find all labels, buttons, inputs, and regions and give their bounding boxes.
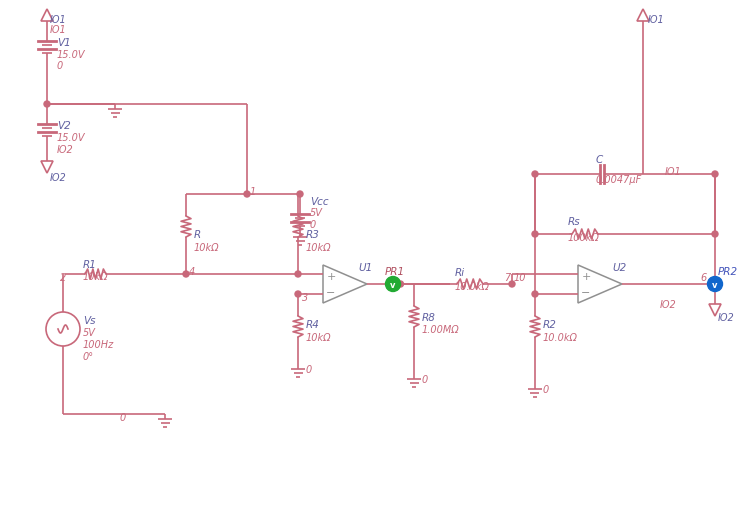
Text: 5V: 5V [310, 208, 323, 217]
Text: 0°: 0° [83, 351, 94, 361]
Text: U2: U2 [612, 263, 626, 272]
Text: R1: R1 [83, 260, 97, 269]
Text: 0.0047μF: 0.0047μF [596, 175, 643, 185]
Circle shape [712, 232, 718, 238]
Text: 10: 10 [514, 272, 526, 282]
Circle shape [398, 281, 404, 288]
Text: IO2: IO2 [50, 173, 67, 183]
Text: 5V: 5V [83, 327, 96, 337]
Text: +: + [327, 272, 336, 282]
Text: IO2: IO2 [718, 313, 735, 322]
Text: R4: R4 [306, 319, 320, 329]
Text: 3: 3 [302, 293, 308, 302]
Text: Vcc: Vcc [310, 196, 329, 207]
Text: IO1: IO1 [50, 15, 67, 25]
Text: Rs: Rs [568, 216, 581, 227]
Circle shape [390, 281, 396, 288]
Text: 6: 6 [700, 272, 706, 282]
Text: 10kΩ: 10kΩ [83, 271, 109, 281]
Circle shape [295, 271, 301, 277]
Circle shape [532, 172, 538, 178]
Text: IO1: IO1 [50, 25, 67, 35]
Text: 100kΩ: 100kΩ [568, 233, 600, 242]
Text: 2: 2 [60, 272, 67, 282]
Circle shape [509, 281, 515, 288]
Circle shape [244, 191, 250, 197]
Text: 0: 0 [543, 384, 550, 394]
Text: Ri: Ri [455, 267, 465, 277]
Text: U1: U1 [358, 263, 372, 272]
Circle shape [295, 292, 301, 297]
Text: −: − [581, 287, 590, 297]
Text: PR1: PR1 [385, 267, 405, 276]
Text: 1: 1 [250, 187, 256, 196]
Text: 10kΩ: 10kΩ [194, 242, 220, 252]
Text: v: v [712, 280, 717, 289]
Text: R8: R8 [422, 313, 436, 322]
Text: 0: 0 [422, 374, 428, 384]
Text: IO2: IO2 [660, 299, 677, 309]
Text: 10.0kΩ: 10.0kΩ [543, 332, 578, 343]
Text: 15.0V: 15.0V [57, 50, 85, 60]
Text: PR2: PR2 [718, 267, 738, 276]
Text: V2: V2 [57, 121, 71, 131]
Text: 15.0V: 15.0V [57, 133, 85, 143]
Text: 4: 4 [189, 267, 195, 276]
Text: 0: 0 [120, 412, 126, 422]
Circle shape [183, 271, 189, 277]
Circle shape [712, 281, 718, 288]
Circle shape [532, 292, 538, 297]
Text: −: − [327, 287, 336, 297]
Text: R2: R2 [543, 319, 557, 329]
Circle shape [386, 277, 401, 292]
Text: R: R [194, 230, 201, 240]
Text: C: C [596, 155, 603, 165]
Text: 100Hz: 100Hz [83, 340, 114, 349]
Text: 0: 0 [57, 61, 64, 71]
Text: v: v [390, 280, 395, 289]
Text: IO1: IO1 [648, 15, 665, 25]
Text: 7: 7 [504, 272, 510, 282]
Circle shape [297, 191, 303, 197]
Text: 0: 0 [306, 364, 312, 374]
Text: V1: V1 [57, 38, 71, 48]
Text: 1.00MΩ: 1.00MΩ [422, 324, 460, 334]
Circle shape [712, 172, 718, 178]
Circle shape [532, 232, 538, 238]
Text: +: + [581, 272, 590, 282]
Text: 10.0kΩ: 10.0kΩ [455, 281, 490, 292]
Text: Vs: Vs [83, 316, 95, 325]
Text: 10kΩ: 10kΩ [306, 242, 332, 252]
Text: IO2: IO2 [57, 145, 74, 155]
Text: 0: 0 [310, 219, 316, 230]
Text: 10kΩ: 10kΩ [306, 332, 332, 343]
Circle shape [44, 102, 50, 108]
Text: R3: R3 [306, 230, 320, 240]
Text: IO1: IO1 [665, 166, 682, 177]
Circle shape [708, 277, 723, 292]
